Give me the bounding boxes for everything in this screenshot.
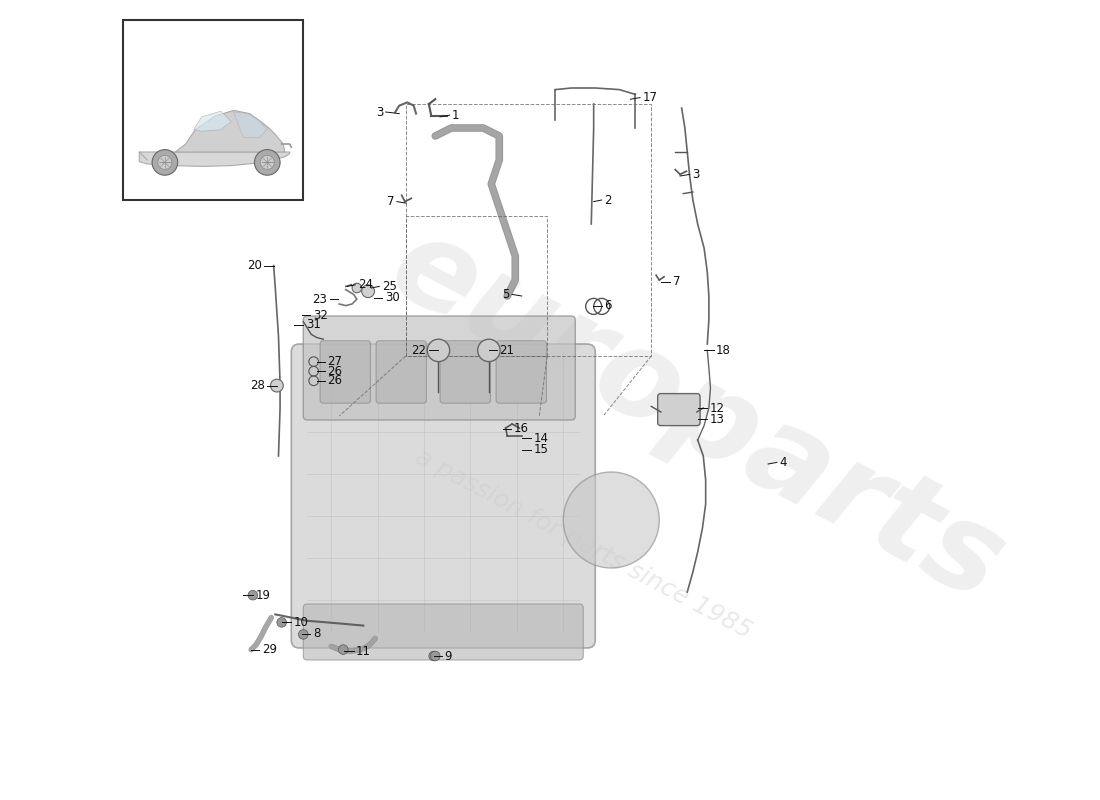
Circle shape xyxy=(254,150,280,175)
Circle shape xyxy=(157,155,172,170)
Text: 32: 32 xyxy=(312,309,328,322)
FancyBboxPatch shape xyxy=(376,341,427,403)
Text: 9: 9 xyxy=(444,650,452,662)
Text: 7: 7 xyxy=(673,275,681,288)
Text: 6: 6 xyxy=(604,299,612,312)
FancyBboxPatch shape xyxy=(658,394,700,426)
Text: 7: 7 xyxy=(387,195,395,208)
Circle shape xyxy=(271,379,284,392)
FancyBboxPatch shape xyxy=(304,604,583,660)
Circle shape xyxy=(298,630,308,639)
Circle shape xyxy=(352,283,362,293)
Text: 14: 14 xyxy=(534,432,549,445)
Circle shape xyxy=(277,618,286,627)
Circle shape xyxy=(261,155,274,170)
FancyBboxPatch shape xyxy=(440,341,491,403)
Text: 19: 19 xyxy=(255,589,271,602)
Bar xyxy=(123,20,304,200)
Text: 31: 31 xyxy=(306,318,320,331)
Polygon shape xyxy=(140,152,289,166)
Text: 26: 26 xyxy=(328,365,342,378)
Polygon shape xyxy=(233,112,267,138)
Text: 29: 29 xyxy=(262,643,277,656)
Text: 27: 27 xyxy=(328,355,342,368)
Text: 20: 20 xyxy=(246,259,262,272)
Circle shape xyxy=(362,285,374,298)
Circle shape xyxy=(430,651,440,661)
Text: 2: 2 xyxy=(604,194,612,206)
Polygon shape xyxy=(175,110,285,152)
Text: 25: 25 xyxy=(382,280,396,293)
Text: 23: 23 xyxy=(312,293,328,306)
Circle shape xyxy=(152,150,178,175)
Text: 24: 24 xyxy=(358,278,373,291)
Polygon shape xyxy=(194,111,231,131)
Text: 1: 1 xyxy=(452,109,460,122)
Text: a passion for parts since 1985: a passion for parts since 1985 xyxy=(411,445,756,643)
FancyBboxPatch shape xyxy=(496,341,547,403)
Text: 18: 18 xyxy=(716,344,730,357)
Text: 3: 3 xyxy=(376,106,383,118)
Text: 11: 11 xyxy=(356,645,371,658)
Circle shape xyxy=(477,339,500,362)
FancyBboxPatch shape xyxy=(304,316,575,420)
Text: 12: 12 xyxy=(710,402,725,414)
Text: 28: 28 xyxy=(250,379,265,392)
Text: 16: 16 xyxy=(514,422,529,435)
Text: 22: 22 xyxy=(411,344,427,357)
Circle shape xyxy=(427,339,450,362)
Circle shape xyxy=(563,472,659,568)
Text: 3: 3 xyxy=(692,168,700,181)
Circle shape xyxy=(249,590,257,600)
Text: 4: 4 xyxy=(779,456,786,469)
Text: 21: 21 xyxy=(499,344,515,357)
FancyBboxPatch shape xyxy=(292,344,595,648)
Text: europarts: europarts xyxy=(372,206,1023,626)
Text: 26: 26 xyxy=(328,374,342,387)
Text: 5: 5 xyxy=(503,288,509,301)
Text: 8: 8 xyxy=(312,627,320,640)
FancyBboxPatch shape xyxy=(320,341,371,403)
Circle shape xyxy=(429,651,439,661)
Circle shape xyxy=(339,645,348,654)
Text: 30: 30 xyxy=(385,291,399,304)
Text: 17: 17 xyxy=(642,91,658,104)
Text: 13: 13 xyxy=(710,413,725,426)
Text: 10: 10 xyxy=(294,616,308,629)
Text: 15: 15 xyxy=(534,443,549,456)
